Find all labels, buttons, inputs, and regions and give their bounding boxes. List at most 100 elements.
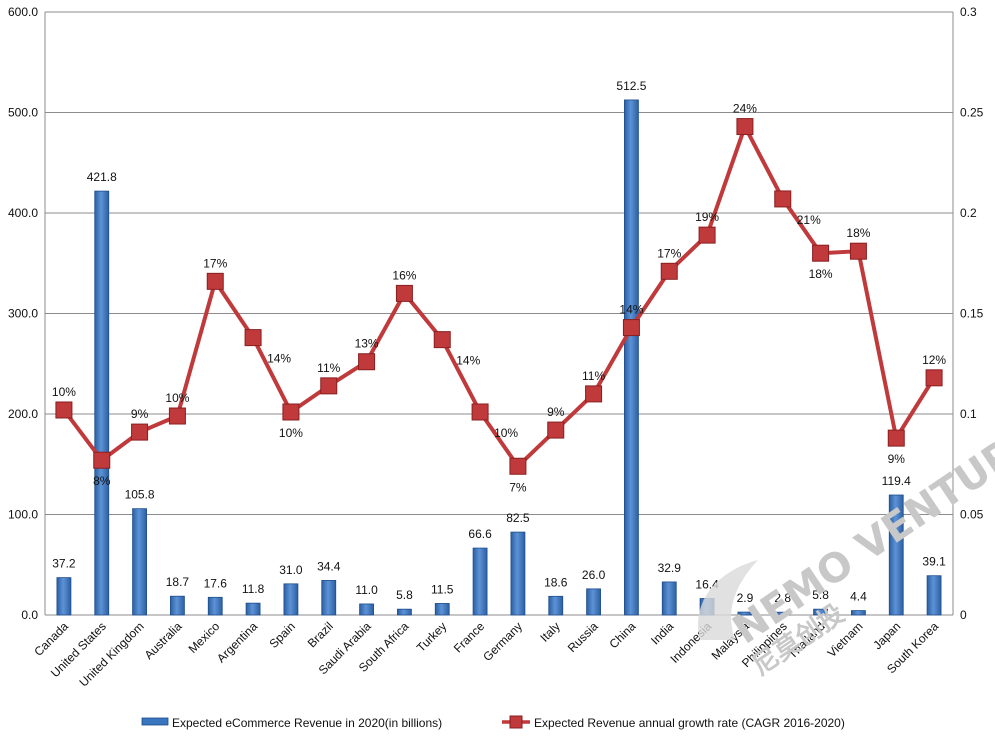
- growth-rate-label: 9%: [547, 405, 565, 419]
- line-data-labels: 10% 8% 9% 10% 17% 14% 10% 11% 13% 16% 14% 10% 7% 9% 11…: [52, 102, 947, 495]
- growth-rate-label: 10%: [279, 426, 303, 440]
- bar: [813, 608, 828, 616]
- left-axis-tick-label: 100.0: [8, 508, 38, 522]
- growth-rate-label: 21%: [797, 213, 821, 227]
- bar: [926, 575, 942, 616]
- growth-rate-marker: [433, 331, 451, 349]
- growth-rate-label: 12%: [922, 353, 946, 367]
- bar-value-label: 11.8: [242, 582, 265, 596]
- left-axis: 0.0 100.0 200.0 300.0 400.0 500.0 600.0: [8, 5, 38, 622]
- bar-value-label: 32.9: [658, 561, 682, 575]
- bar: [359, 603, 374, 616]
- right-axis-tick-label: 0.3: [960, 5, 977, 19]
- growth-rate-label: 17%: [203, 256, 227, 270]
- bar: [283, 583, 299, 616]
- growth-rate-label: 14%: [619, 303, 643, 317]
- bar-value-label: 37.2: [52, 557, 76, 571]
- bar: [94, 190, 110, 616]
- bar-value-label: 39.1: [922, 555, 946, 569]
- bar-series: [56, 99, 942, 616]
- growth-rate-label: 14%: [456, 354, 480, 368]
- growth-rate-marker: [320, 377, 338, 395]
- legend-item-line: Expected Revenue annual growth rate (CAG…: [502, 715, 845, 730]
- growth-rate-label: 14%: [267, 352, 291, 366]
- bar-value-label: 2.9: [737, 591, 754, 605]
- growth-rate-line: [62, 124, 936, 469]
- gridlines: [44, 11, 954, 616]
- bar: [851, 610, 866, 616]
- growth-rate-label: 8%: [93, 474, 111, 488]
- bar-value-label: 34.4: [317, 559, 341, 573]
- category-label: Brazil: [305, 619, 336, 650]
- legend-item-bar: Expected eCommerce Revenue in 2020(in bi…: [141, 716, 442, 730]
- bar: [56, 577, 72, 616]
- category-label: Russia: [565, 619, 601, 655]
- growth-rate-marker: [282, 403, 300, 421]
- bar-value-label: 512.5: [616, 79, 646, 93]
- right-axis-tick-label: 0.25: [960, 106, 984, 120]
- growth-rate-marker: [244, 329, 262, 347]
- growth-rate-marker: [395, 284, 413, 302]
- line-series: [55, 118, 943, 475]
- growth-rate-marker: [471, 403, 489, 421]
- left-axis-tick-label: 400.0: [8, 206, 38, 220]
- category-label: United Kingdom: [76, 619, 146, 689]
- growth-rate-marker: [93, 451, 111, 469]
- growth-rate-marker: [812, 244, 830, 262]
- category-label: Argentina: [214, 619, 260, 665]
- category-label: Japan: [870, 619, 903, 652]
- bar: [586, 588, 601, 616]
- bar-value-label: 66.6: [468, 527, 492, 541]
- growth-rate-marker: [887, 429, 905, 447]
- growth-rate-label: 11%: [317, 361, 340, 375]
- left-axis-tick-label: 600.0: [8, 5, 38, 19]
- growth-rate-marker: [660, 262, 678, 280]
- bar-value-label: 18.7: [166, 575, 190, 589]
- growth-rate-marker: [698, 226, 716, 244]
- category-label: Germany: [480, 619, 525, 664]
- growth-rate-label: 9%: [888, 452, 906, 466]
- category-label: Mexico: [186, 619, 223, 656]
- growth-rate-marker: [849, 242, 867, 260]
- right-axis-tick-label: 0.05: [960, 508, 984, 522]
- bar: [170, 595, 185, 616]
- growth-rate-marker: [925, 369, 943, 387]
- bar-value-label: 18.6: [544, 575, 568, 589]
- growth-rate-label: 17%: [657, 246, 681, 260]
- bar: [245, 602, 261, 616]
- bar: [434, 603, 450, 616]
- growth-rate-marker: [55, 401, 73, 419]
- category-label: Italy: [537, 619, 562, 644]
- bar: [132, 508, 147, 616]
- legend: Expected eCommerce Revenue in 2020(in bi…: [141, 715, 845, 730]
- bar: [510, 531, 526, 616]
- right-axis-tick-label: 0.2: [960, 206, 977, 220]
- growth-rate-label: 9%: [131, 407, 149, 421]
- legend-line-marker: [509, 715, 523, 729]
- category-label: Spain: [266, 619, 298, 651]
- growth-rate-label: 11%: [582, 369, 605, 383]
- growth-rate-marker: [509, 457, 527, 475]
- bar-value-label: 421.8: [87, 170, 117, 184]
- right-axis-tick-label: 0.15: [960, 307, 984, 321]
- bar: [548, 595, 564, 616]
- category-label: China: [606, 619, 638, 651]
- growth-rate-marker: [736, 118, 754, 136]
- left-axis-tick-label: 0.0: [21, 608, 38, 622]
- growth-rate-label: 19%: [695, 210, 719, 224]
- bar: [397, 608, 412, 616]
- bar: [624, 99, 639, 616]
- bar: [737, 611, 753, 616]
- left-axis-tick-label: 200.0: [8, 407, 38, 421]
- bar-value-label: 82.5: [506, 511, 530, 525]
- bar-data-labels: 37.2 421.8 105.8 18.7 17.6 11.8 31.0 34.4 11.0 5.…: [52, 79, 946, 605]
- legend-line-label: Expected Revenue annual growth rate (CAG…: [534, 716, 845, 730]
- left-axis-tick-label: 500.0: [8, 106, 38, 120]
- growth-rate-label: 24%: [733, 102, 757, 116]
- growth-rate-label: 7%: [509, 480, 527, 494]
- left-axis-tick-label: 300.0: [8, 307, 38, 321]
- bar-value-label: 5.8: [812, 588, 829, 602]
- bar: [321, 580, 337, 616]
- bar-value-label: 119.4: [882, 474, 911, 488]
